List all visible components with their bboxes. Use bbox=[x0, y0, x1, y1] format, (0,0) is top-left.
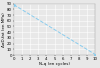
X-axis label: Nₑq (en cycles): Nₑq (en cycles) bbox=[39, 62, 70, 66]
Y-axis label: ΔσD,fat (en MPa): ΔσD,fat (en MPa) bbox=[2, 12, 6, 47]
